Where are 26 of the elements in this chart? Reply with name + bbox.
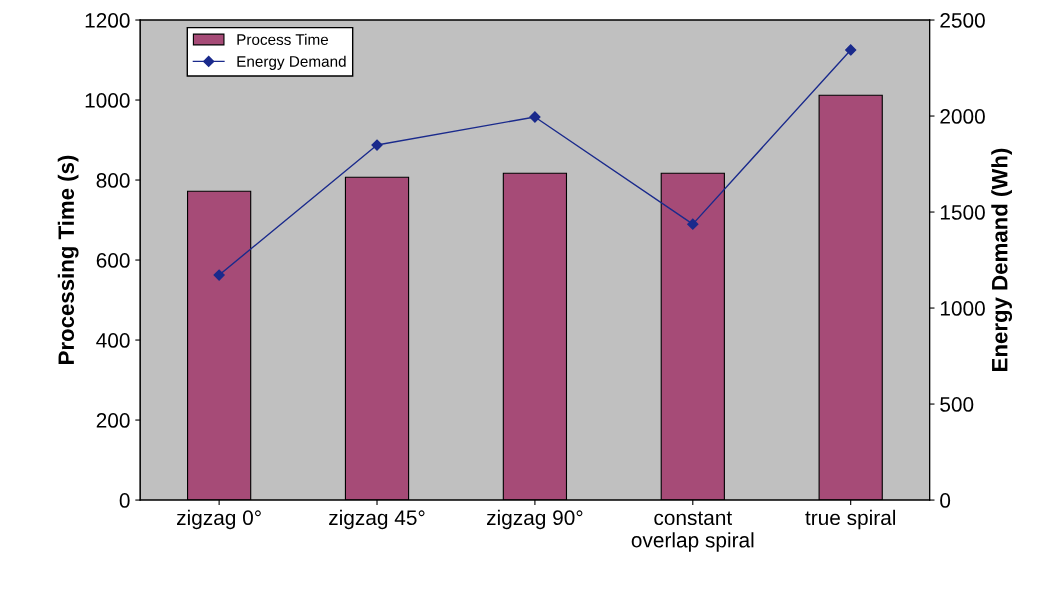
y2-tick-label: 2500 bbox=[940, 13, 985, 28]
y2-tick-label: 2000 bbox=[940, 109, 985, 124]
x-tick-label: constant overlap spiral bbox=[631, 511, 754, 552]
x-tick-label: zigzag 45° bbox=[329, 509, 425, 530]
y-tick-label: 600 bbox=[96, 253, 130, 268]
legend-label: Energy Demand bbox=[237, 55, 346, 70]
y-tick-label: 400 bbox=[96, 333, 130, 348]
x-tick-label: true spiral bbox=[805, 509, 896, 530]
point bbox=[529, 111, 541, 123]
y2-tick-label: 1000 bbox=[940, 301, 985, 316]
y-axis-title: Processing Time (s) bbox=[57, 155, 79, 364]
y2-tick-label: 500 bbox=[940, 397, 974, 412]
y-tick-label: 1200 bbox=[85, 13, 130, 28]
y-tick-label: 800 bbox=[96, 173, 130, 188]
y-tick-label: 200 bbox=[96, 413, 130, 428]
point bbox=[213, 269, 225, 281]
y-tick-label: 1000 bbox=[85, 93, 130, 108]
y-tick-label: 0 bbox=[119, 493, 130, 508]
x-tick-label: zigzag 0° bbox=[177, 509, 261, 530]
y2-tick-label: 0 bbox=[940, 493, 951, 508]
legend-label: Process Time bbox=[237, 33, 329, 45]
y2-axis-title: Energy Demand (Wh) bbox=[991, 148, 1013, 371]
point bbox=[845, 44, 857, 56]
point bbox=[687, 218, 699, 230]
y2-tick-label: 1500 bbox=[940, 205, 985, 220]
x-tick-label: zigzag 90° bbox=[486, 509, 583, 530]
